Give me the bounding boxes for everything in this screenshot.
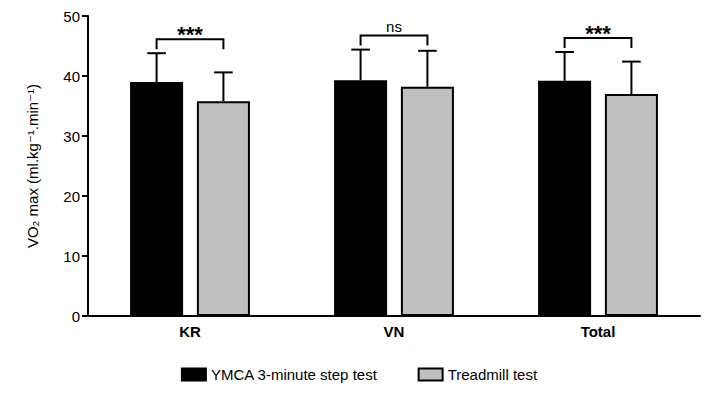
svg-text:ns: ns [386, 18, 402, 35]
svg-text:10: 10 [63, 248, 80, 265]
svg-text:VO₂ max (ml.kg⁻¹.min⁻¹): VO₂ max (ml.kg⁻¹.min⁻¹) [24, 84, 41, 248]
svg-text:YMCA 3-minute step test: YMCA 3-minute step test [211, 366, 378, 383]
svg-text:Treadmill test: Treadmill test [448, 366, 538, 383]
svg-text:50: 50 [63, 8, 80, 25]
svg-text:VN: VN [384, 323, 405, 340]
svg-text:Total: Total [581, 323, 616, 340]
svg-text:KR: KR [179, 323, 201, 340]
svg-text:40: 40 [63, 68, 80, 85]
svg-text:30: 30 [63, 128, 80, 145]
svg-text:***: *** [177, 22, 203, 47]
svg-text:20: 20 [63, 188, 80, 205]
svg-text:***: *** [585, 21, 611, 46]
svg-text:0: 0 [72, 308, 80, 325]
